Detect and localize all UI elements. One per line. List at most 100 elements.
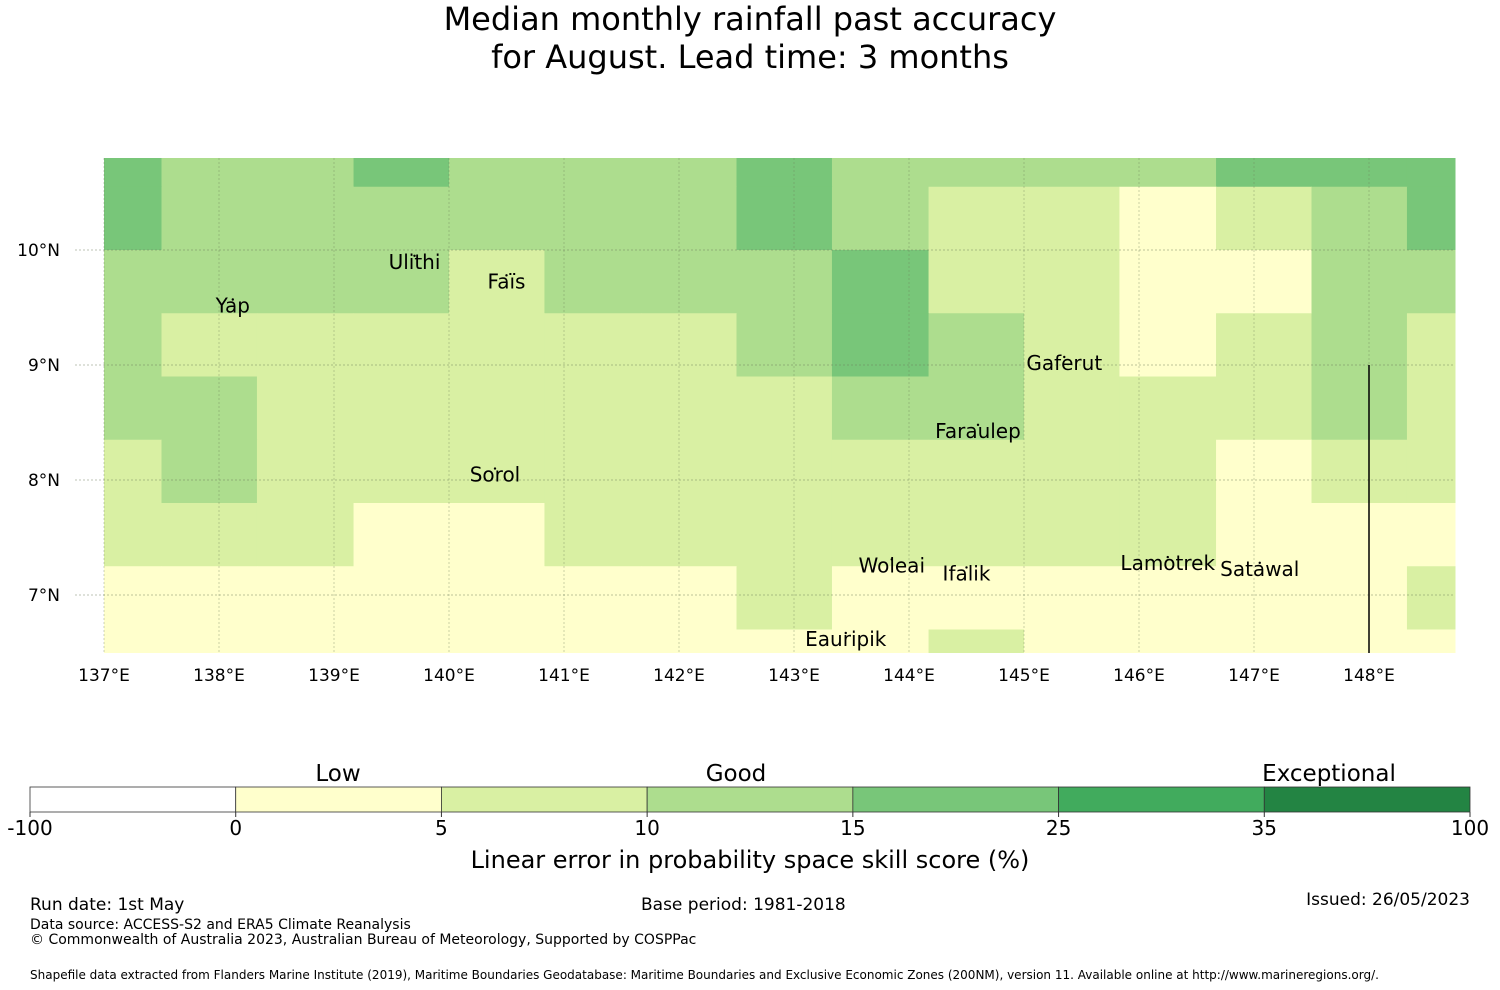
colorbar-tick-label: 100 [1451, 816, 1489, 840]
grid-cell [641, 186, 737, 251]
grid-cell [256, 250, 355, 314]
island-label: Yap [215, 294, 250, 318]
colorbar-segment [29, 786, 237, 813]
grid-cell [449, 313, 545, 377]
colorbar-tick-label: -100 [7, 816, 52, 840]
grid-cell [353, 376, 450, 441]
longitude-tick-label: 143°E [768, 666, 820, 686]
colorbar-tick-label: 0 [229, 816, 242, 840]
colorbar-axis-label: Linear error in probability space skill … [471, 846, 1030, 874]
longitude-ticks: 137°E 138°E 139°E 140°E 141°E 142°E 143°E 144°E… [78, 666, 1395, 686]
base-period: Base period: 1981-2018 [641, 895, 846, 915]
graticule [75, 158, 1455, 653]
grid-cell [1406, 439, 1456, 504]
grid-cell [831, 186, 930, 251]
island-marker [1063, 355, 1066, 359]
grid-cell [544, 629, 642, 653]
copyright: © Commonwealth of Australia 2023, Austra… [30, 932, 697, 948]
grid-cell [104, 186, 162, 251]
grid-cell [831, 313, 930, 377]
grid-cell [1119, 376, 1217, 441]
grid-cell [353, 313, 450, 377]
grid-cell [1024, 629, 1120, 653]
grid-cell [353, 439, 450, 504]
longitude-tick-label: 142°E [653, 666, 705, 686]
grid-cell [928, 186, 1025, 251]
title-line-2: for August. Lead time: 3 months [491, 38, 1009, 76]
island-marker [413, 254, 416, 257]
grid-cell [1216, 566, 1312, 630]
grid-cell [1311, 566, 1408, 630]
longitude-tick-label: 145°E [998, 666, 1050, 686]
island-label: Gaferut [1026, 351, 1102, 375]
grid-cell [104, 629, 162, 653]
grid-cell [104, 250, 162, 314]
colorbar-legend: -100 0 5 10 15 25 35 100 Low Good Exceptional Linea… [7, 761, 1489, 874]
grid-cell [1119, 313, 1217, 377]
longitude-tick-label: 139°E [308, 666, 360, 686]
grid-cell [736, 439, 833, 504]
grid-cell [1024, 376, 1120, 441]
grid-cell [641, 629, 737, 653]
grid-cell [1119, 158, 1217, 188]
grid-cell [1311, 250, 1408, 314]
grid-cell [544, 186, 642, 251]
longitude-tick-label: 138°E [193, 666, 245, 686]
grid-cell [256, 503, 355, 567]
colorbar-tick-label: 35 [1252, 816, 1277, 840]
grid-cell [928, 439, 1025, 504]
grid-cell [1406, 566, 1456, 630]
grid-cell [449, 158, 545, 188]
island-labels: Yap Ulithi Faïs Gaferut Faraulep Sorol Woleai I… [215, 250, 1300, 651]
grid-cell [161, 566, 258, 630]
grid-cell [736, 566, 833, 630]
grid-cell [928, 313, 1025, 377]
grid-cell [161, 186, 258, 251]
grid-cell [641, 313, 737, 377]
grid-cell [353, 629, 450, 653]
grid-cell [1406, 503, 1456, 567]
grid-cell [256, 376, 355, 441]
colorbar-segment [235, 786, 442, 813]
grid-cell [353, 566, 450, 630]
grid-cell [928, 250, 1025, 314]
grid-cell [928, 566, 1025, 630]
grid-cell [641, 566, 737, 630]
grid-cell [1406, 250, 1456, 314]
issued-date: Issued: 26/05/2023 [1306, 890, 1470, 910]
grid-cell [104, 376, 162, 441]
colorbar-tick-label: 15 [840, 816, 865, 840]
grid-cell [641, 439, 737, 504]
island-marker [493, 467, 497, 470]
grid-cell [161, 439, 258, 504]
grid-cell [544, 158, 642, 188]
island-marker [1166, 555, 1169, 559]
legend-category-label: Good [706, 761, 767, 787]
longitude-tick-label: 144°E [883, 666, 935, 686]
grid-cell [831, 503, 930, 567]
island-label: Ulithi [389, 250, 441, 274]
grid-cell [1311, 629, 1408, 653]
colorbar-tick-label: 25 [1046, 816, 1071, 840]
title-line-1: Median monthly rainfall past accuracy [443, 0, 1057, 38]
colorbar-segment [1058, 786, 1265, 813]
grid-cell [1216, 439, 1312, 504]
grid-cell [736, 376, 833, 441]
grid-cell [928, 629, 1025, 653]
longitude-tick-label: 137°E [78, 666, 130, 686]
grid-cell [1024, 313, 1120, 377]
grid-cell [256, 439, 355, 504]
colorbar-segment [1263, 786, 1471, 813]
grid-cell [1119, 186, 1217, 251]
grid-cell [449, 376, 545, 441]
grid-cell [831, 376, 930, 441]
grid-cell [161, 158, 258, 188]
island-label: Woleai [858, 553, 925, 577]
grid-cell [831, 439, 930, 504]
latitude-tick-label: 9°N [28, 356, 60, 376]
grid-cell [736, 313, 833, 377]
island-label: Ifalik [943, 561, 991, 585]
longitude-tick-label: 141°E [538, 666, 590, 686]
grid-cell [1216, 186, 1312, 251]
grid-cell [1311, 158, 1408, 188]
